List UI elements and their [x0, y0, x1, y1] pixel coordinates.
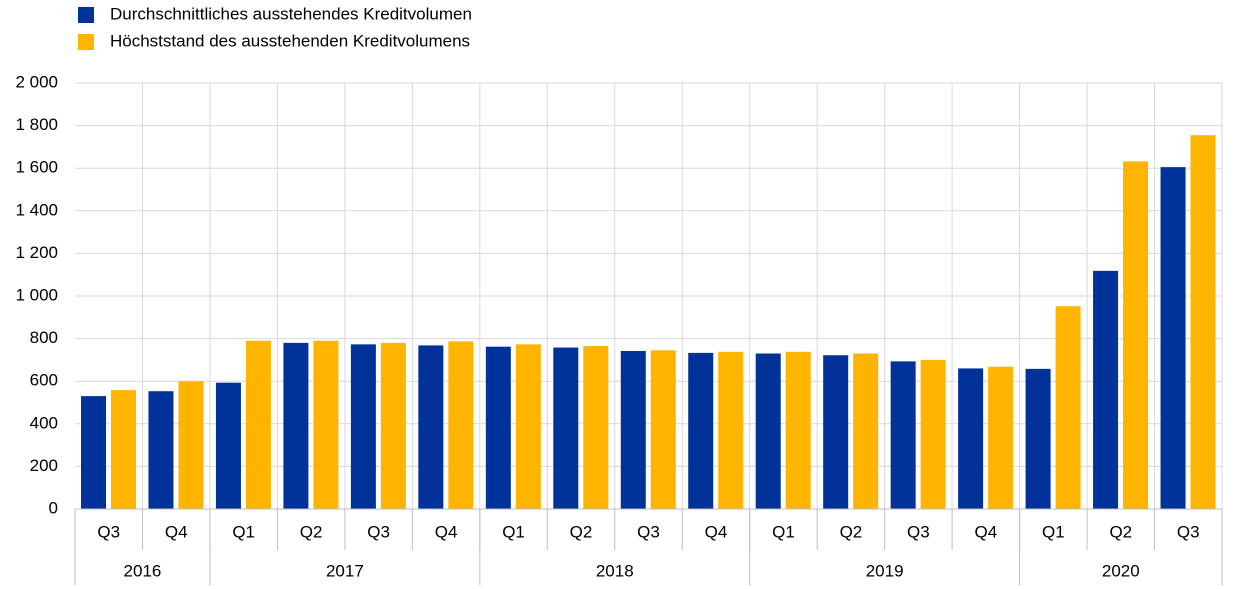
bar [283, 342, 309, 509]
bar [920, 359, 946, 509]
x-tick-label: Q2 [300, 522, 323, 541]
x-tick-label: Q3 [637, 522, 660, 541]
year-label: 2020 [1102, 561, 1140, 580]
bar [650, 350, 676, 509]
bar [111, 390, 136, 509]
bar [988, 366, 1014, 509]
bar [1160, 167, 1186, 509]
bar [313, 340, 339, 509]
y-tick-label: 1 200 [15, 243, 58, 262]
bar [958, 368, 984, 509]
y-tick-label: 0 [49, 498, 58, 517]
x-tick-label: Q3 [1177, 522, 1200, 541]
bar [380, 342, 406, 509]
x-tick-label: Q2 [840, 522, 863, 541]
bar [688, 352, 714, 509]
year-label: 2018 [596, 561, 634, 580]
y-tick-label: 1 600 [15, 158, 58, 177]
bar [583, 346, 609, 509]
bar [178, 381, 204, 509]
bar [890, 361, 916, 509]
bar [1055, 306, 1081, 509]
legend-swatch [78, 34, 94, 50]
x-tick-label: Q1 [1042, 522, 1065, 541]
bar [620, 350, 646, 509]
year-label: 2016 [124, 561, 162, 580]
bar [215, 382, 241, 509]
bar [785, 351, 811, 509]
y-tick-label: 200 [30, 456, 58, 475]
y-tick-label: 400 [30, 413, 58, 432]
y-tick-label: 1 400 [15, 200, 58, 219]
year-label: 2019 [866, 561, 904, 580]
y-tick-label: 600 [30, 371, 58, 390]
bar [1123, 161, 1149, 509]
x-tick-label: Q3 [97, 522, 120, 541]
x-tick-label: Q3 [907, 522, 930, 541]
bar [1025, 368, 1051, 509]
x-tick-label: Q1 [772, 522, 795, 541]
bar [350, 344, 376, 509]
legend-label: Durchschnittliches ausstehendes Kreditvo… [110, 4, 472, 23]
x-tick-label: Q2 [570, 522, 593, 541]
x-tick-label: Q4 [705, 522, 728, 541]
x-tick-label: Q4 [435, 522, 458, 541]
legend-swatch [78, 7, 94, 23]
y-tick-label: 2 000 [15, 72, 58, 91]
bar [448, 341, 474, 509]
bar [1093, 270, 1119, 509]
bar [553, 347, 579, 509]
x-tick-label: Q2 [1109, 522, 1132, 541]
x-tick-label: Q1 [502, 522, 525, 541]
bar [718, 351, 744, 509]
bar [755, 353, 781, 509]
x-tick-label: Q3 [367, 522, 390, 541]
bar [823, 355, 849, 509]
bar [418, 345, 444, 509]
bar [81, 396, 106, 509]
x-tick-label: Q1 [232, 522, 255, 541]
y-tick-label: 1 000 [15, 285, 58, 304]
bar [485, 346, 511, 509]
x-tick-label: Q4 [165, 522, 188, 541]
bar [148, 391, 174, 509]
bar [1190, 135, 1216, 509]
bar [515, 344, 541, 509]
y-tick-label: 800 [30, 328, 58, 347]
y-tick-label: 1 800 [15, 115, 58, 134]
legend-label: Höchststand des ausstehenden Kreditvolum… [110, 31, 470, 50]
year-label: 2017 [326, 561, 364, 580]
bar [245, 340, 271, 509]
x-tick-label: Q4 [975, 522, 998, 541]
bar [853, 353, 879, 509]
